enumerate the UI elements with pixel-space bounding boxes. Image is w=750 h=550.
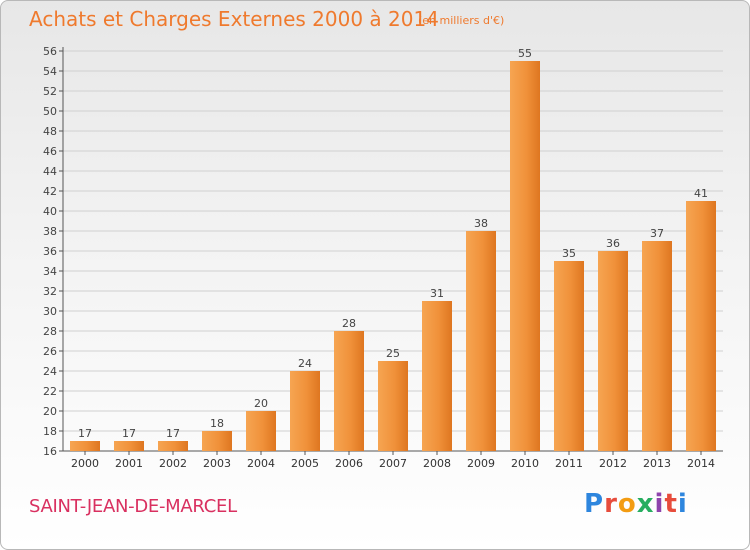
bar bbox=[114, 441, 144, 451]
y-tick-label: 16 bbox=[43, 445, 57, 458]
bar bbox=[70, 441, 100, 451]
x-tick-label: 2014 bbox=[687, 457, 715, 470]
y-tick-label: 56 bbox=[43, 45, 57, 58]
y-tick-label: 30 bbox=[43, 305, 57, 318]
data-label: 24 bbox=[298, 357, 312, 370]
x-tick-label: 2003 bbox=[203, 457, 231, 470]
data-label: 17 bbox=[78, 427, 92, 440]
data-label: 20 bbox=[254, 397, 268, 410]
x-tick-label: 2011 bbox=[555, 457, 583, 470]
logo-letter: r bbox=[604, 489, 618, 519]
y-tick-label: 28 bbox=[43, 325, 57, 338]
bar bbox=[378, 361, 408, 451]
x-tick-label: 2010 bbox=[511, 457, 539, 470]
x-tick-label: 2013 bbox=[643, 457, 671, 470]
x-tick-label: 2002 bbox=[159, 457, 187, 470]
bars bbox=[70, 61, 716, 451]
data-label: 37 bbox=[650, 227, 664, 240]
data-label: 17 bbox=[166, 427, 180, 440]
data-label: 55 bbox=[518, 47, 532, 60]
y-tick-label: 52 bbox=[43, 85, 57, 98]
proxiti-logo: Proxiti bbox=[584, 489, 688, 519]
data-label: 35 bbox=[562, 247, 576, 260]
data-label: 17 bbox=[122, 427, 136, 440]
y-tick-label: 20 bbox=[43, 405, 57, 418]
y-tick-label: 44 bbox=[43, 165, 57, 178]
y-tick-label: 40 bbox=[43, 205, 57, 218]
bar bbox=[554, 261, 584, 451]
logo-letter: x bbox=[636, 489, 655, 519]
x-tick-label: 2012 bbox=[599, 457, 627, 470]
data-label: 28 bbox=[342, 317, 356, 330]
logo-letter: i bbox=[677, 489, 688, 519]
x-tick-label: 2005 bbox=[291, 457, 319, 470]
data-label: 41 bbox=[694, 187, 708, 200]
bar bbox=[642, 241, 672, 451]
data-label: 25 bbox=[386, 347, 400, 360]
bar bbox=[686, 201, 716, 451]
y-tick-label: 26 bbox=[43, 345, 57, 358]
y-tick-label: 34 bbox=[43, 265, 57, 278]
data-label: 18 bbox=[210, 417, 224, 430]
chart-subtitle: (en milliers d'€) bbox=[418, 14, 505, 27]
logo-letter: o bbox=[617, 489, 637, 519]
y-tick-label: 18 bbox=[43, 425, 57, 438]
bar bbox=[158, 441, 188, 451]
y-tick-label: 50 bbox=[43, 105, 57, 118]
y-tick-label: 36 bbox=[43, 245, 57, 258]
chart-title: Achats et Charges Externes 2000 à 2014 bbox=[29, 7, 439, 31]
logo-letter: t bbox=[664, 489, 678, 519]
bar bbox=[510, 61, 540, 451]
y-tick-label: 38 bbox=[43, 225, 57, 238]
y-tick-label: 54 bbox=[43, 65, 57, 78]
data-label: 38 bbox=[474, 217, 488, 230]
data-label: 31 bbox=[430, 287, 444, 300]
x-tick-label: 2001 bbox=[115, 457, 143, 470]
y-tick-label: 48 bbox=[43, 125, 57, 138]
y-tick-label: 24 bbox=[43, 365, 57, 378]
bar bbox=[422, 301, 452, 451]
x-tick-label: 2007 bbox=[379, 457, 407, 470]
bar bbox=[334, 331, 364, 451]
x-tick-label: 2000 bbox=[71, 457, 99, 470]
data-label: 36 bbox=[606, 237, 620, 250]
y-tick-label: 46 bbox=[43, 145, 57, 158]
bar bbox=[202, 431, 232, 451]
x-tick-label: 2009 bbox=[467, 457, 495, 470]
logo-letter: i bbox=[654, 489, 665, 519]
y-tick-label: 22 bbox=[43, 385, 57, 398]
y-tick-label: 32 bbox=[43, 285, 57, 298]
bar bbox=[290, 371, 320, 451]
x-tick-label: 2006 bbox=[335, 457, 363, 470]
bar bbox=[246, 411, 276, 451]
y-tick-label: 42 bbox=[43, 185, 57, 198]
bar bbox=[466, 231, 496, 451]
labels: 16 18 20 22 24 26 28 30 32 34 36 38 40 42 44 46 48 50 52 54… bbox=[43, 45, 715, 470]
logo-letter: P bbox=[584, 489, 605, 519]
x-tick-label: 2008 bbox=[423, 457, 451, 470]
x-tick-label: 2004 bbox=[247, 457, 275, 470]
commune-name: SAINT-JEAN-DE-MARCEL bbox=[29, 496, 237, 517]
bar bbox=[598, 251, 628, 451]
